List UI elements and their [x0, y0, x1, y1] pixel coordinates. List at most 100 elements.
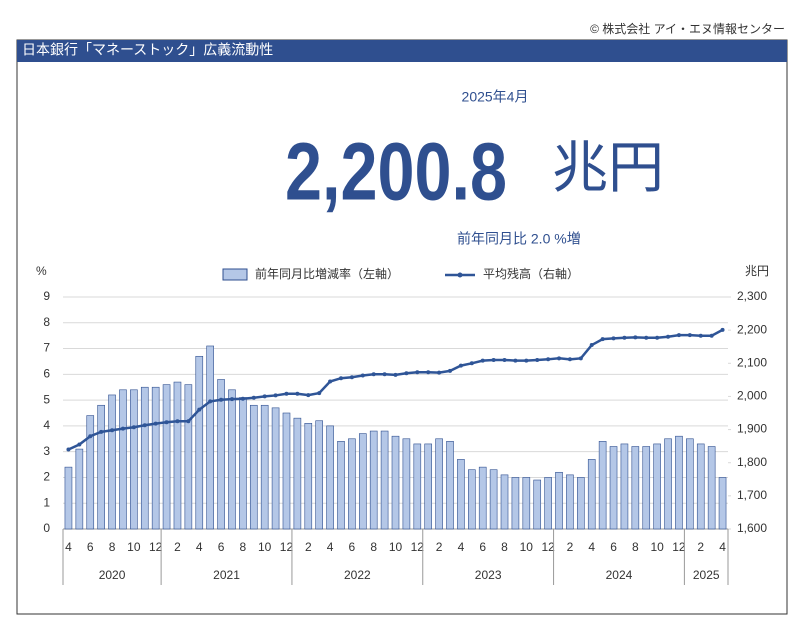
y-tick-label: 7: [43, 341, 50, 355]
bar: [642, 446, 651, 530]
line-marker: [655, 335, 660, 340]
bar: [119, 389, 127, 530]
bar: [86, 415, 95, 530]
line-marker: [164, 420, 169, 425]
x-tick-label: 2: [305, 540, 312, 554]
line-marker: [666, 334, 671, 339]
line-marker: [262, 394, 267, 399]
line-marker: [546, 357, 551, 362]
x-tick-label: 8: [109, 540, 116, 554]
x-tick-label: 4: [196, 540, 203, 554]
y2-tick-label: 1,600: [737, 521, 767, 535]
bar: [337, 441, 345, 530]
line-marker: [131, 425, 136, 430]
y2-tick-label: 1,900: [737, 422, 767, 436]
line-marker: [676, 333, 681, 338]
line-marker: [513, 358, 518, 363]
x-tick-label: 6: [218, 540, 225, 554]
line-marker: [120, 426, 125, 431]
line-marker: [415, 370, 420, 375]
x-tick-label: 2: [174, 540, 181, 554]
x-tick-label: 4: [65, 540, 72, 554]
line-marker: [208, 399, 213, 404]
line-marker: [622, 335, 627, 340]
bar: [173, 381, 182, 530]
legend-label: 前年同月比増減率（左軸）: [255, 266, 399, 281]
x-tick-label: 2: [436, 540, 443, 554]
line-marker: [251, 395, 256, 400]
bar: [577, 477, 585, 530]
bar: [566, 474, 574, 530]
line-marker: [382, 372, 387, 377]
bar: [326, 425, 334, 530]
bar: [217, 379, 225, 530]
line-marker: [349, 375, 354, 380]
line-marker: [709, 333, 714, 338]
y-tick-label: 3: [43, 444, 50, 458]
x-group-label: 2023: [475, 568, 502, 582]
x-tick-label: 12: [411, 540, 425, 554]
x-tick-label: 2: [697, 540, 704, 554]
line-marker: [99, 429, 104, 434]
bar: [500, 474, 509, 530]
x-group-label: 2025: [693, 568, 720, 582]
x-group-label: 2021: [213, 568, 240, 582]
line-marker: [295, 391, 300, 396]
bar: [206, 345, 214, 530]
bar: [620, 443, 629, 530]
line-marker: [611, 336, 616, 341]
bar: [402, 438, 411, 530]
x-tick-label: 10: [127, 540, 141, 554]
x-tick-label: 10: [389, 540, 403, 554]
copyright: © 株式会社 アイ・エヌ情報センター: [590, 21, 785, 36]
bar: [162, 384, 171, 530]
period: 2025年4月: [462, 89, 529, 105]
banner-bg: [17, 40, 787, 62]
bar: [457, 459, 465, 530]
bar: [239, 397, 247, 530]
x-tick-label: 12: [149, 540, 163, 554]
x-group-label: 2022: [344, 568, 371, 582]
bar: [348, 438, 356, 530]
bar: [315, 420, 323, 530]
line-marker: [437, 370, 442, 375]
y-tick-label: 5: [43, 392, 50, 406]
line-marker: [284, 391, 289, 396]
x-tick-label: 2: [567, 540, 574, 554]
line-marker: [229, 397, 234, 402]
bar: [631, 446, 640, 530]
line-marker: [480, 358, 485, 363]
line-marker: [306, 393, 311, 398]
bar: [151, 386, 160, 530]
line-marker: [491, 357, 496, 362]
line-marker: [698, 333, 703, 338]
y-tick-label: 0: [43, 521, 50, 535]
bar: [544, 477, 552, 530]
line-marker: [110, 428, 115, 433]
line-marker: [404, 371, 409, 376]
bar: [664, 438, 672, 530]
line-marker: [720, 327, 725, 332]
x-tick-label: 12: [280, 540, 294, 554]
line-marker: [567, 357, 572, 362]
bar: [686, 438, 694, 530]
bar: [653, 443, 661, 530]
bar: [446, 441, 454, 530]
x-tick-label: 8: [370, 540, 377, 554]
line-marker: [524, 358, 529, 363]
y-tick-label: 6: [43, 367, 50, 381]
line-marker: [469, 361, 474, 366]
y-tick-label: 2: [43, 470, 50, 484]
y-tick-label: 1: [43, 495, 50, 509]
bar: [522, 477, 531, 530]
line-marker: [578, 356, 583, 361]
x-tick-label: 8: [632, 540, 639, 554]
legend-marker: [457, 272, 463, 278]
bar: [97, 404, 105, 530]
line-marker: [557, 356, 562, 361]
bar: [75, 448, 84, 530]
bar: [675, 435, 683, 530]
bar: [282, 412, 291, 530]
x-tick-label: 6: [349, 540, 356, 554]
